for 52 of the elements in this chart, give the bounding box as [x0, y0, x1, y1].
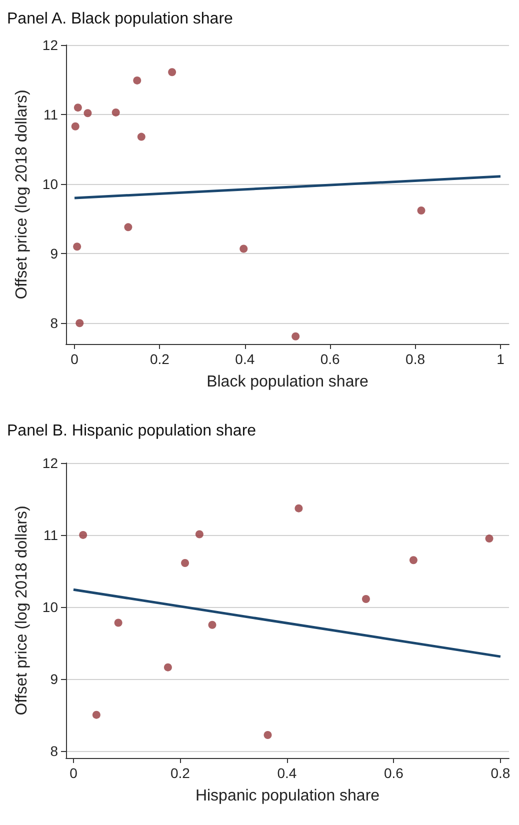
x-tick-label: 0	[70, 351, 79, 367]
point	[73, 242, 82, 251]
x-tick-label: 0.8	[406, 351, 426, 367]
y-tick-label: 10	[42, 176, 58, 192]
x-tick-label: 1	[496, 351, 505, 367]
point	[164, 663, 172, 672]
y-tick-label: 12	[42, 455, 58, 471]
point	[168, 68, 176, 76]
y-tick-label: 11	[43, 526, 58, 543]
point	[74, 104, 82, 112]
x-tick-label: 0.2	[170, 765, 190, 781]
x-tick-label: 0.8	[490, 765, 510, 781]
y-tick-label: 12	[42, 37, 58, 53]
chart-title: Panel B. Hispanic population share	[7, 422, 256, 440]
point	[124, 223, 132, 232]
point	[292, 332, 300, 340]
x-tick-label: 0.4	[277, 765, 297, 781]
point	[84, 109, 92, 118]
point	[485, 534, 494, 543]
point	[71, 122, 80, 130]
x-tick-label: 0.2	[150, 351, 170, 367]
point	[79, 530, 88, 539]
point	[195, 530, 204, 538]
y-tick-label: 10	[42, 598, 58, 615]
point	[92, 710, 100, 719]
point	[181, 559, 190, 568]
y-tick-label: 8	[50, 315, 58, 332]
point	[264, 730, 272, 739]
x-tick-label: 0	[70, 765, 78, 781]
point	[137, 132, 146, 141]
x-axis-title: Black population share	[206, 374, 369, 390]
point	[294, 504, 303, 512]
point	[112, 108, 120, 116]
x-axis-title: Hispanic population share	[195, 788, 380, 804]
y-tick-label: 8	[50, 742, 58, 759]
x-tick-label: 0.6	[320, 351, 340, 367]
y-tick-label: 9	[50, 246, 58, 262]
y-tick-label: 11	[43, 106, 58, 123]
x-tick-label: 0.4	[235, 351, 255, 367]
point	[76, 319, 84, 328]
y-axis-title: Offset price (log 2018 dollars)	[14, 90, 30, 300]
chart-title: Panel A. Black population share	[7, 10, 234, 28]
point	[409, 556, 418, 564]
point	[362, 594, 370, 603]
point	[208, 620, 216, 629]
point	[133, 76, 142, 84]
point	[114, 618, 122, 627]
x-tick-label: 0.6	[384, 765, 404, 781]
y-tick-label: 9	[50, 670, 58, 687]
point	[417, 206, 426, 214]
y-axis-title: Offset price (log 2018 dollars)	[14, 506, 30, 716]
point	[240, 244, 248, 253]
